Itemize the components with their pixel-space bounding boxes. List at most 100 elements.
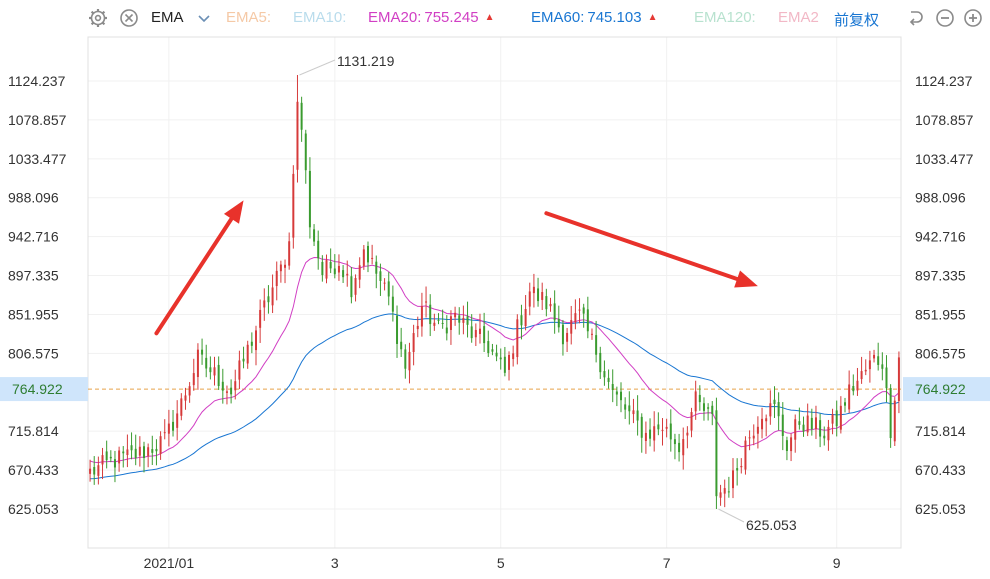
candle-body <box>590 333 593 335</box>
candle-body <box>387 281 390 297</box>
legend-label: EMA5: <box>226 9 272 26</box>
candle-body <box>458 315 461 323</box>
candle-body <box>524 308 527 327</box>
ema60-line-group <box>90 313 900 480</box>
candle-body <box>466 316 469 325</box>
trend-arrows <box>154 200 758 336</box>
candle-body <box>889 387 892 439</box>
candle-body <box>134 448 137 459</box>
candle-body <box>831 414 834 424</box>
candle-body <box>271 287 274 306</box>
x-tick-label: 9 <box>833 555 841 571</box>
candle-body <box>416 325 419 330</box>
candle-body <box>607 377 610 382</box>
plot-border <box>87 36 902 549</box>
candle-body <box>520 315 523 326</box>
candle-body <box>835 410 838 427</box>
legend-item-2[interactable]: EMA20: 755.245 ▲ <box>368 9 495 26</box>
candle-body <box>748 437 751 439</box>
candle-body <box>744 440 747 470</box>
candle-body <box>719 492 722 498</box>
candle-body <box>420 306 423 327</box>
candlesticks <box>89 75 900 509</box>
candle-body <box>93 467 96 475</box>
candle-body <box>209 367 212 373</box>
zoom-in-icon[interactable] <box>963 8 983 28</box>
candle-body <box>557 319 560 328</box>
candle-body <box>425 301 428 303</box>
candle-body <box>566 332 569 342</box>
zoom-out-icon[interactable] <box>935 8 955 28</box>
candle-body <box>230 387 233 395</box>
indicator-select[interactable]: EMA <box>151 9 184 26</box>
legend-item-4[interactable]: EMA120: <box>694 9 756 26</box>
candle-body <box>383 282 386 284</box>
candle-body <box>246 344 249 364</box>
candle-body <box>839 405 842 430</box>
candle-body <box>852 386 855 392</box>
candle-body <box>769 403 772 417</box>
candle-body <box>259 309 262 328</box>
price-label-right: 764.922 <box>915 381 966 397</box>
y-tick-label-right: 670.433 <box>915 462 966 478</box>
y-tick-label-left: 851.955 <box>8 306 59 322</box>
y-tick-label-left: 897.335 <box>8 268 59 284</box>
candle-body <box>640 416 643 438</box>
candle-body <box>665 426 668 429</box>
candle-body <box>346 273 349 276</box>
legend-item-3[interactable]: EMA60: 745.103 ▲ <box>531 9 658 26</box>
legend-label: EMA20: <box>368 9 422 26</box>
candle-body <box>201 349 204 355</box>
candle-body <box>213 367 216 376</box>
candle-body <box>893 400 896 442</box>
candle-body <box>628 405 631 412</box>
candle-body <box>429 304 432 325</box>
candle-body <box>586 309 589 332</box>
candle-body <box>781 414 784 436</box>
undo-icon[interactable] <box>905 8 925 28</box>
legend-label: EMA10: <box>293 9 347 26</box>
candle-body <box>856 380 859 391</box>
close-circle-icon[interactable] <box>119 8 139 28</box>
legend-item-1[interactable]: EMA10: <box>293 9 346 26</box>
candle-body <box>806 415 809 433</box>
candle-body <box>391 296 394 312</box>
candle-body <box>138 446 141 456</box>
candle-body <box>615 391 618 395</box>
y-tick-label-left: 715.814 <box>8 423 59 439</box>
candle-body <box>814 417 817 430</box>
gear-icon[interactable] <box>88 8 108 28</box>
price-label-left: 764.922 <box>12 381 63 397</box>
y-tick-label-right: 988.096 <box>915 190 966 206</box>
candle-body <box>454 312 457 318</box>
y-tick-label-left: 942.716 <box>8 229 59 245</box>
candle-body <box>292 173 295 238</box>
candle-body <box>288 241 291 266</box>
candle-body <box>611 384 614 391</box>
candle-body <box>620 391 623 401</box>
candle-body <box>723 488 726 494</box>
candle-body <box>379 271 382 281</box>
y-axis-right: 1124.237 1078.857 1033.477 988.096 942.716 89… <box>915 73 974 517</box>
adjust-mode-button[interactable]: 前复权 <box>834 12 880 29</box>
legend-item-0[interactable]: EMA5: <box>226 9 271 26</box>
candle-body <box>89 468 92 474</box>
y-tick-label-left: 988.096 <box>8 190 59 206</box>
legend-item-5[interactable]: EMA2 <box>778 9 828 26</box>
candle-body <box>192 373 195 386</box>
candle-body <box>225 391 228 393</box>
candle-body <box>151 449 154 453</box>
candle-body <box>196 349 199 378</box>
chart-grid <box>88 37 901 548</box>
candle-body <box>238 360 241 380</box>
candle-body <box>350 276 353 298</box>
candle-body <box>267 296 270 303</box>
candle-body <box>478 328 481 334</box>
candle-body <box>317 240 320 259</box>
candle-body <box>408 351 411 371</box>
trend-arrow-up-shaft <box>154 216 234 336</box>
candle-body <box>354 278 357 295</box>
chevron-down-icon[interactable] <box>196 8 212 28</box>
candle-body <box>649 429 652 439</box>
